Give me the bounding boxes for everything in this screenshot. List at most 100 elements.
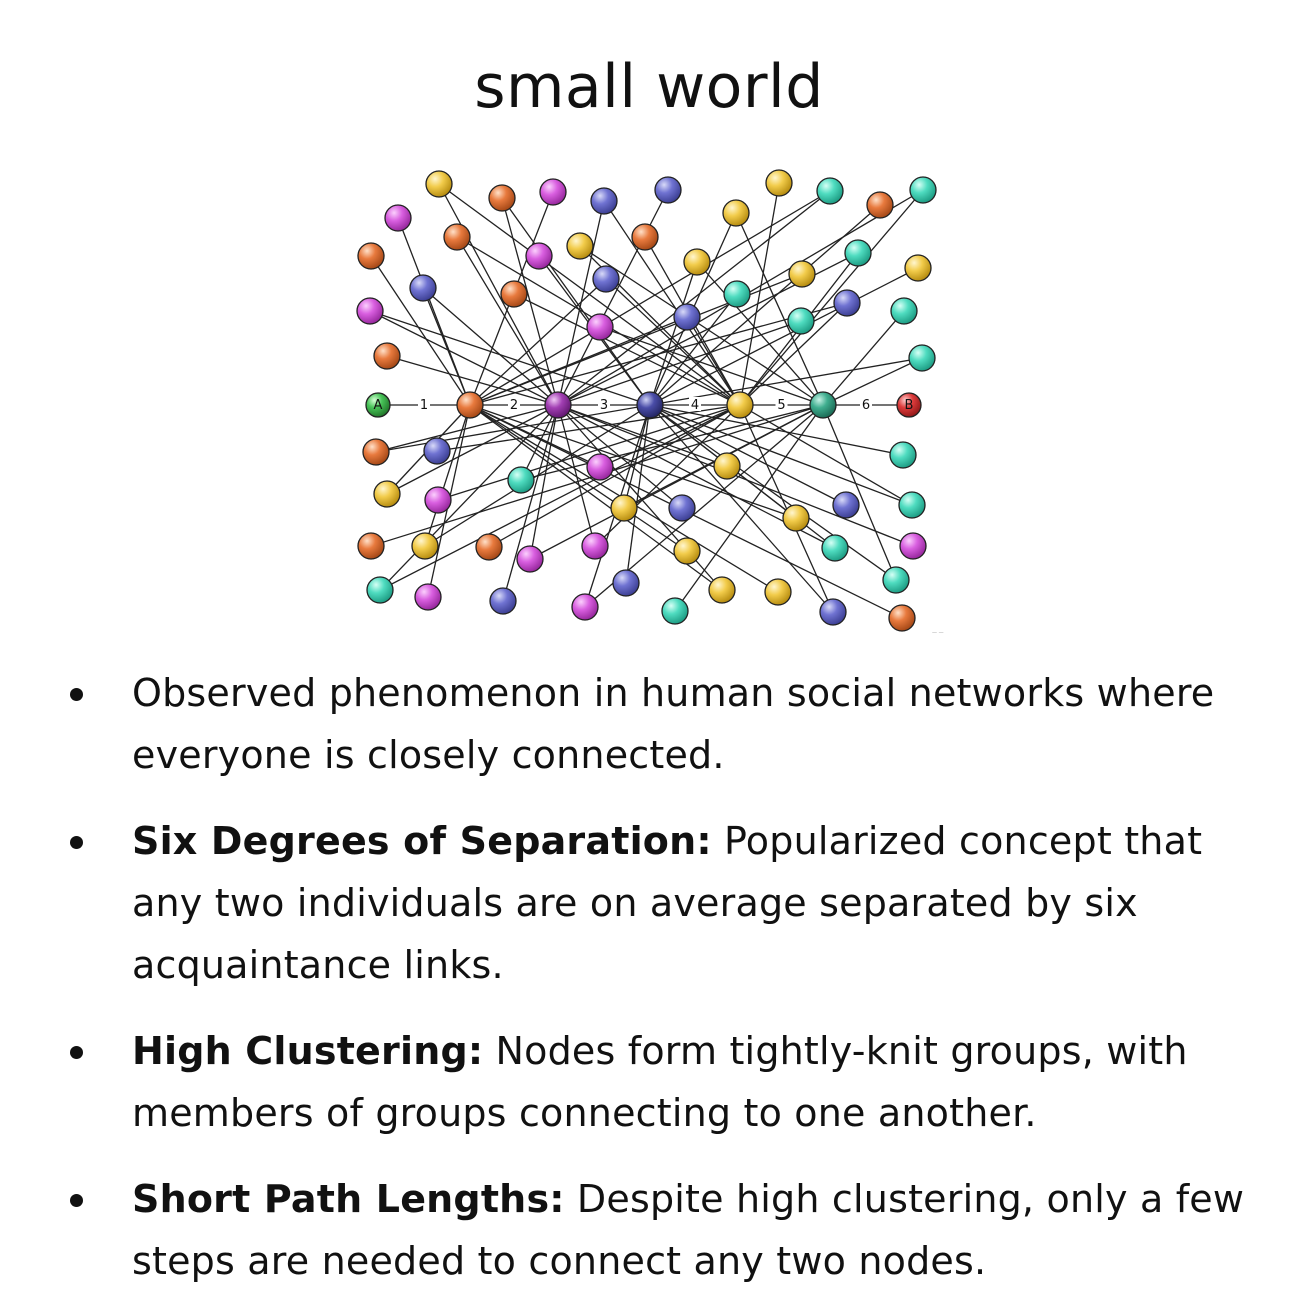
edge-line	[386, 404, 559, 495]
network-node	[516, 545, 544, 573]
edge-line	[822, 357, 923, 406]
edge-line	[469, 190, 831, 406]
edge-line	[696, 261, 824, 406]
network-node	[668, 494, 696, 522]
network-node	[373, 342, 401, 370]
edge-line	[649, 261, 698, 406]
network-node	[888, 604, 916, 632]
network-node	[566, 232, 594, 260]
step-label: 5	[777, 398, 785, 413]
edge-line	[739, 189, 924, 406]
bullet-term: High Clustering:	[132, 1029, 484, 1073]
network-node	[889, 441, 917, 469]
watermark-text: — —	[932, 630, 944, 636]
edge-line	[739, 404, 913, 506]
bullet-text: Observed phenomenon in human social netw…	[132, 671, 1215, 777]
network-node	[356, 297, 384, 325]
network-node	[909, 176, 937, 204]
network-node	[411, 532, 439, 560]
network-node	[844, 239, 872, 267]
network-node	[425, 170, 453, 198]
bullet-item: Observed phenomenon in human social netw…	[62, 662, 1262, 786]
edge-line	[739, 182, 780, 406]
edge-line	[520, 404, 824, 481]
network-node	[787, 307, 815, 335]
network-node	[882, 566, 910, 594]
network-node	[890, 297, 918, 325]
bullet-item: High Clustering: Nodes form tightly-knit…	[62, 1020, 1262, 1144]
network-node	[833, 289, 861, 317]
bullet-text: Popularized concept that any two individ…	[132, 819, 1203, 987]
end-node-label: B	[905, 398, 914, 413]
edge-line	[424, 404, 651, 547]
network-node	[904, 254, 932, 282]
hub-node	[544, 391, 572, 419]
step-label: 3	[600, 398, 608, 413]
network-node	[592, 265, 620, 293]
edge-line	[605, 278, 741, 406]
network-node	[500, 280, 528, 308]
network-node	[610, 494, 638, 522]
bullet-dot-icon	[70, 1194, 83, 1207]
network-node	[832, 491, 860, 519]
network-node	[475, 533, 503, 561]
network-node	[590, 187, 618, 215]
network-node	[525, 242, 553, 270]
network-node	[581, 532, 609, 560]
step-label-bg	[418, 397, 430, 411]
network-node	[366, 576, 394, 604]
edge-line	[599, 404, 741, 468]
network-node	[673, 537, 701, 565]
network-node	[586, 313, 614, 341]
network-node	[357, 242, 385, 270]
edge-line	[370, 255, 471, 406]
edge-line	[529, 404, 824, 560]
network-node	[723, 280, 751, 308]
edge-line	[422, 287, 559, 406]
edge-line	[594, 404, 741, 547]
network-node	[362, 438, 390, 466]
network-node	[409, 274, 437, 302]
network-node	[782, 504, 810, 532]
network-node	[373, 480, 401, 508]
edge-line	[375, 404, 559, 453]
network-node	[507, 466, 535, 494]
network-node	[661, 597, 689, 625]
network-node	[654, 176, 682, 204]
bullet-list: Observed phenomenon in human social netw…	[62, 662, 1262, 1316]
edge-line	[379, 404, 741, 591]
step-label: 4	[691, 398, 699, 413]
edge-line	[649, 404, 847, 506]
network-node	[708, 576, 736, 604]
bullet-term: Six Degrees of Separation:	[132, 819, 712, 863]
edge-line	[557, 404, 596, 547]
edge-line	[739, 302, 848, 406]
bullet-text: Nodes form tightly-knit groups, with mem…	[132, 1029, 1188, 1135]
hub-node	[456, 391, 484, 419]
edge-line	[386, 355, 559, 406]
edge-line	[649, 404, 834, 613]
step-label: 2	[510, 398, 518, 413]
network-edges	[369, 182, 924, 619]
edge-line	[369, 310, 559, 406]
network-node	[423, 437, 451, 465]
network-node	[673, 303, 701, 331]
network-node	[631, 223, 659, 251]
edge-line	[469, 278, 607, 406]
edge-line	[469, 404, 688, 552]
edge-line	[438, 183, 559, 406]
bullet-dot-icon	[70, 1046, 83, 1059]
network-node	[424, 486, 452, 514]
edge-line	[674, 404, 824, 612]
bullet-dot-icon	[70, 836, 83, 849]
edge-line	[649, 293, 738, 406]
network-node	[384, 204, 412, 232]
step-label-bg	[775, 397, 788, 411]
network-node	[788, 260, 816, 288]
network-node	[357, 532, 385, 560]
edge-line	[379, 404, 559, 591]
network-node	[414, 583, 442, 611]
network-node	[816, 177, 844, 205]
network-node	[908, 344, 936, 372]
bullet-term: Short Path Lengths:	[132, 1177, 565, 1221]
